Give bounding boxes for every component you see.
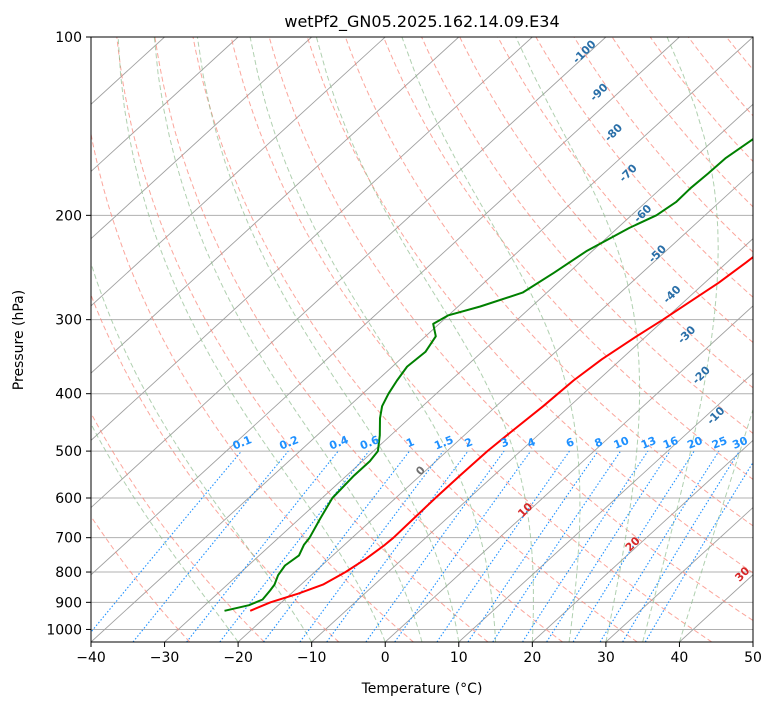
chart-title: wetPf2_GN05.2025.162.14.09.E34 (284, 12, 559, 32)
x-tick-label: 30 (597, 650, 615, 666)
y-tick-label: 700 (55, 531, 82, 547)
y-tick-label: 600 (55, 491, 82, 507)
y-tick-label: 200 (55, 208, 82, 224)
x-tick-label: −20 (223, 650, 253, 666)
x-tick-label: −40 (76, 650, 106, 666)
x-tick-label: 50 (744, 650, 762, 666)
x-tick-label: 20 (523, 650, 541, 666)
x-tick-label: 40 (671, 650, 689, 666)
y-tick-label: 100 (55, 30, 82, 46)
y-tick-label: 400 (55, 387, 82, 403)
y-tick-label: 500 (55, 444, 82, 460)
x-tick-label: 0 (381, 650, 390, 666)
x-axis-label: Temperature (°C) (361, 681, 483, 697)
y-tick-label: 1000 (46, 622, 82, 638)
x-tick-label: −10 (297, 650, 327, 666)
y-tick-label: 900 (55, 595, 82, 611)
x-tick-label: 10 (450, 650, 468, 666)
y-tick-label: 800 (55, 565, 82, 581)
y-tick-label: 300 (55, 313, 82, 329)
x-tick-label: −30 (150, 650, 180, 666)
y-axis-label: Pressure (hPa) (11, 290, 27, 390)
